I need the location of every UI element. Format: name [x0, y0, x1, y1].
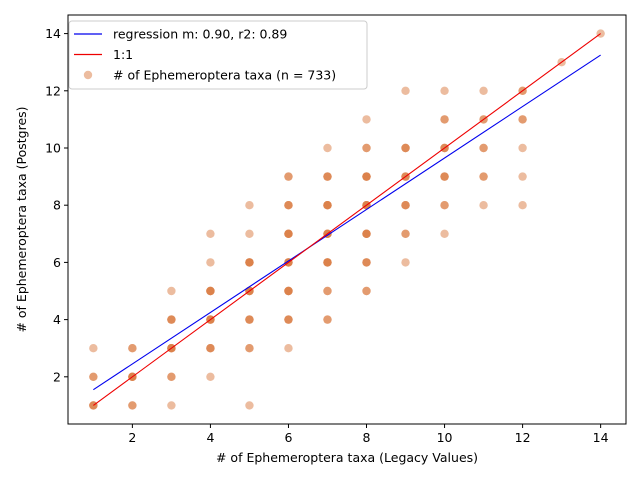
- data-point: [518, 200, 527, 210]
- data-point: [284, 172, 293, 181]
- y-tick-label: 4: [53, 312, 61, 327]
- one-to-one-line: [93, 33, 601, 406]
- x-tick-label: 8: [363, 430, 371, 445]
- data-point: [401, 229, 410, 239]
- y-axis: 2 4 6 8 10 12 14: [45, 26, 68, 384]
- y-tick-label: 10: [45, 140, 61, 155]
- data-point: [167, 372, 176, 382]
- data-point: [401, 143, 410, 153]
- data-point: [518, 115, 527, 124]
- data-point: [128, 401, 137, 410]
- data-point: [245, 258, 254, 267]
- data-point: [167, 315, 176, 324]
- data-point: [89, 344, 98, 353]
- data-point: [323, 172, 332, 181]
- data-point: [245, 229, 254, 239]
- data-point: [401, 258, 410, 267]
- data-point: [323, 200, 332, 210]
- data-point: [440, 172, 449, 181]
- x-tick-label: 12: [515, 430, 531, 445]
- data-point: [167, 286, 176, 296]
- data-point: [245, 315, 254, 324]
- data-point: [206, 258, 215, 267]
- x-axis-label: # of Ephemeroptera taxa (Legacy Values): [216, 450, 478, 465]
- x-axis: 2 4 6 8 10 12 14: [128, 424, 609, 445]
- x-tick-label: 6: [284, 430, 292, 445]
- data-point: [167, 401, 176, 410]
- legend-label-scatter: # of Ephemeroptera taxa (n = 733): [113, 68, 336, 83]
- legend: regression m: 0.90, r2: 0.89 1:1 # of Ep…: [68, 20, 368, 90]
- data-point: [128, 344, 137, 353]
- data-point: [479, 172, 488, 181]
- data-point: [440, 86, 449, 95]
- legend-label-one-to-one: 1:1: [113, 47, 133, 62]
- data-point: [362, 115, 371, 124]
- legend-swatch-scatter: [83, 70, 93, 80]
- data-point: [206, 344, 215, 353]
- data-point: [362, 172, 371, 181]
- y-tick-label: 14: [45, 26, 61, 41]
- plot-frame: [67, 14, 627, 425]
- data-point: [518, 143, 527, 153]
- legend-box: [68, 20, 368, 90]
- data-point: [362, 143, 371, 153]
- y-tick-label: 12: [45, 83, 61, 98]
- data-point: [401, 86, 410, 95]
- data-point: [440, 200, 449, 210]
- data-point: [245, 344, 254, 353]
- data-point: [89, 372, 98, 382]
- data-point: [245, 401, 254, 410]
- data-point: [518, 172, 527, 181]
- y-axis-label: # of Ephemeroptera taxa (Postgres): [14, 106, 29, 332]
- data-point: [206, 229, 215, 239]
- data-point: [479, 200, 488, 210]
- y-tick-label: 8: [53, 198, 61, 213]
- data-point: [362, 229, 371, 239]
- data-point: [362, 258, 371, 267]
- regression-line: [93, 54, 601, 391]
- y-tick-label: 6: [53, 255, 61, 270]
- data-point: [440, 115, 449, 124]
- data-point: [245, 200, 254, 210]
- data-point: [323, 143, 332, 153]
- data-point: [284, 315, 293, 324]
- data-point: [479, 143, 488, 153]
- data-point: [284, 229, 293, 239]
- y-tick-label: 2: [53, 369, 61, 384]
- data-point: [284, 200, 293, 210]
- data-point: [323, 315, 332, 324]
- x-tick-label: 4: [206, 430, 214, 445]
- data-point: [206, 372, 215, 382]
- data-point: [284, 286, 293, 296]
- plot-area: [89, 29, 605, 410]
- data-point: [323, 286, 332, 296]
- data-point: [206, 286, 215, 296]
- x-tick-label: 10: [437, 430, 453, 445]
- x-tick-label: 14: [593, 430, 609, 445]
- data-point: [323, 258, 332, 267]
- data-point: [284, 344, 293, 353]
- data-point: [440, 229, 449, 239]
- data-point: [401, 200, 410, 210]
- x-tick-label: 2: [128, 430, 136, 445]
- legend-label-regression: regression m: 0.90, r2: 0.89: [113, 27, 287, 42]
- data-point: [479, 86, 488, 95]
- data-point: [362, 286, 371, 296]
